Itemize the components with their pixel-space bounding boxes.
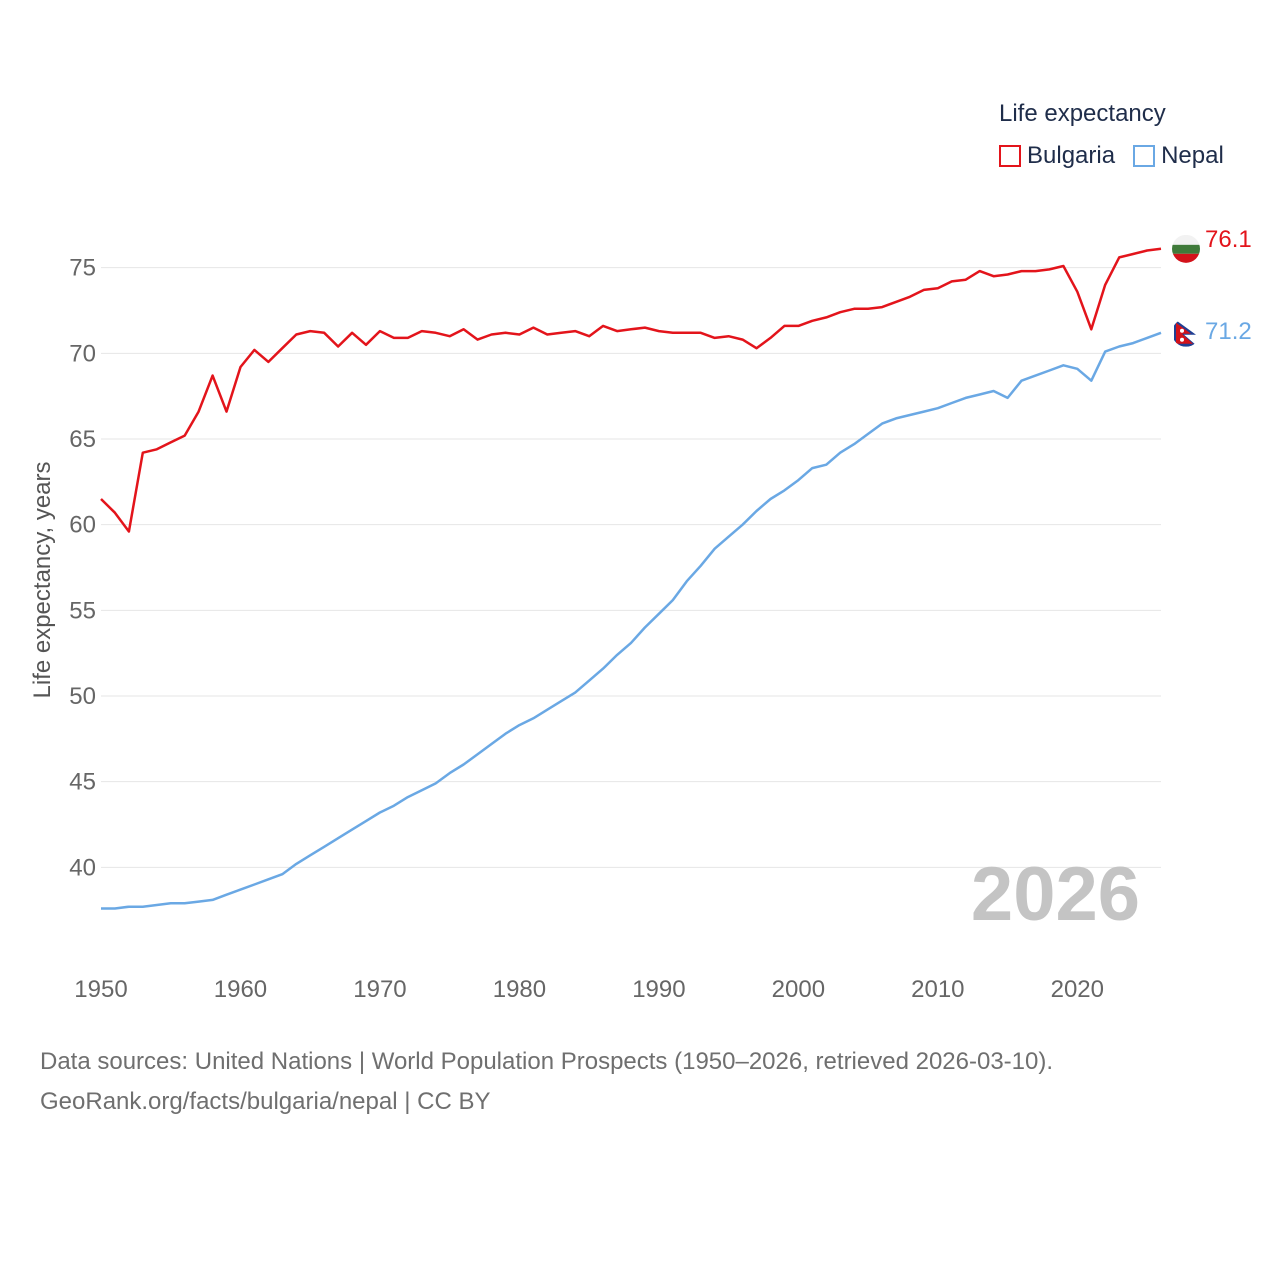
legend-swatch-nepal [1133,145,1156,167]
bulgaria-flag-icon [1172,234,1200,263]
year-watermark: 2026 [971,852,1140,937]
gridlines [101,267,1161,868]
x-tick-2000: 2000 [772,976,825,1003]
footer: Data sources: United Nations | World Pop… [40,1042,1053,1122]
legend: Bulgaria Nepal [999,142,1242,170]
x-tick-1960: 1960 [214,976,267,1003]
x-tick-1980: 1980 [493,976,546,1003]
nepal-flag-icon [1172,318,1200,347]
bulgaria-end-value: 76.1 [1205,226,1252,253]
series-line-bulgaria[interactable] [100,247,1162,533]
y-axis-label: Life expectancy, years [29,461,56,698]
legend-swatch-bulgaria [999,145,1021,167]
y-tick-40: 40 [69,854,96,881]
series-lines [100,247,1162,910]
x-tick-1990: 1990 [632,976,685,1003]
legend-item-bulgaria[interactable]: Bulgaria [999,142,1115,170]
nepal-end-value: 71.2 [1205,318,1252,345]
legend-title: Life expectancy [999,100,1166,127]
y-tick-50: 50 [69,683,96,710]
x-tick-1970: 1970 [353,976,406,1003]
y-tick-60: 60 [69,512,96,539]
footer-link[interactable]: GeoRank.org/facts/bulgaria/nepal | CC BY [40,1088,491,1115]
series-line-nepal[interactable] [101,331,1162,910]
footer-sources: Data sources: United Nations | World Pop… [40,1048,1054,1075]
x-tick-1950: 1950 [74,976,127,1003]
y-tick-45: 45 [69,769,96,796]
legend-label-nepal: Nepal [1161,142,1224,169]
x-tick-labels: 1950 1960 1970 1980 1990 2000 2010 2020 [74,976,1104,1003]
x-tick-2020: 2020 [1051,976,1104,1003]
y-tick-65: 65 [69,426,96,453]
y-tick-70: 70 [69,340,96,367]
legend-item-nepal[interactable]: Nepal [1133,142,1224,170]
legend-label-bulgaria: Bulgaria [1027,142,1116,169]
y-tick-55: 55 [69,597,96,624]
y-tick-75: 75 [69,255,96,282]
x-tick-2010: 2010 [911,976,964,1003]
y-tick-labels: 40 45 50 55 60 65 70 75 [69,255,96,882]
